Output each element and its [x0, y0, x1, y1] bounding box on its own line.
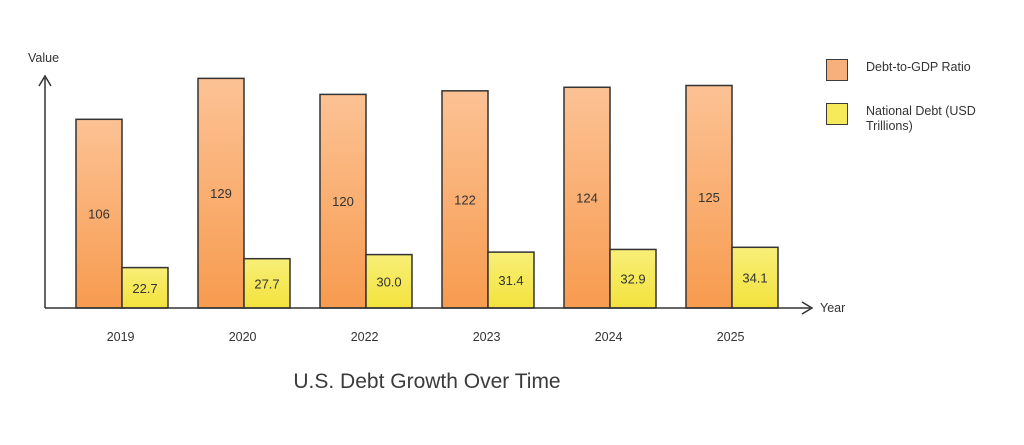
x-tick-label-2025: 2025	[717, 330, 745, 344]
x-tick-label-2019: 2019	[107, 330, 135, 344]
bar-debt-to-gdp-2023	[441, 90, 489, 309]
data-label-debt-to-gdp-2019: 106	[88, 207, 110, 222]
x-axis-arrow	[801, 301, 814, 315]
bar-national-debt-2024	[609, 248, 657, 309]
legend-label-national-debt: National Debt (USD Trillions)	[866, 104, 976, 133]
data-label-national-debt-2025: 34.1	[742, 271, 767, 286]
x-tick-label-2022: 2022	[351, 330, 379, 344]
x-tick-label-2020: 2020	[229, 330, 257, 344]
legend-item-national-debt: National Debt (USD Trillions)	[826, 99, 1016, 133]
legend-swatch-national-debt	[826, 103, 848, 125]
x-tick-label-2023: 2023	[473, 330, 501, 344]
data-label-national-debt-2024: 32.9	[620, 272, 645, 287]
bar-national-debt-2022	[365, 253, 413, 309]
legend-item-debt-to-gdp: Debt-to-GDP Ratio	[826, 55, 1016, 87]
chart-title: U.S. Debt Growth Over Time	[293, 370, 561, 393]
axes: Value Year	[28, 51, 845, 315]
data-label-national-debt-2020: 27.7	[254, 276, 279, 291]
bar-debt-to-gdp-2022	[319, 93, 367, 309]
data-label-national-debt-2023: 31.4	[498, 273, 523, 288]
bar-national-debt-2023	[487, 251, 535, 309]
x-axis-label: Year	[820, 301, 845, 315]
data-label-debt-to-gdp-2023: 122	[454, 192, 476, 207]
data-label-national-debt-2022: 30.0	[376, 274, 401, 289]
bar-national-debt-2020	[243, 257, 291, 309]
data-label-debt-to-gdp-2020: 129	[210, 186, 232, 201]
legend-swatch-debt-to-gdp	[826, 59, 848, 81]
legend: Debt-to-GDP Ratio National Debt (USD Tri…	[826, 55, 1016, 143]
data-label-national-debt-2019: 22.7	[132, 281, 157, 296]
x-tick-label-2024: 2024	[595, 330, 623, 344]
bar-debt-to-gdp-2020	[197, 77, 245, 309]
y-axis-arrow	[38, 74, 52, 87]
legend-label-debt-to-gdp: Debt-to-GDP Ratio	[866, 60, 971, 74]
data-label-debt-to-gdp-2025: 125	[698, 190, 720, 205]
data-label-debt-to-gdp-2022: 120	[332, 194, 354, 209]
y-axis-label: Value	[28, 51, 59, 65]
data-label-debt-to-gdp-2024: 124	[576, 191, 598, 206]
bar-debt-to-gdp-2019	[75, 118, 123, 309]
